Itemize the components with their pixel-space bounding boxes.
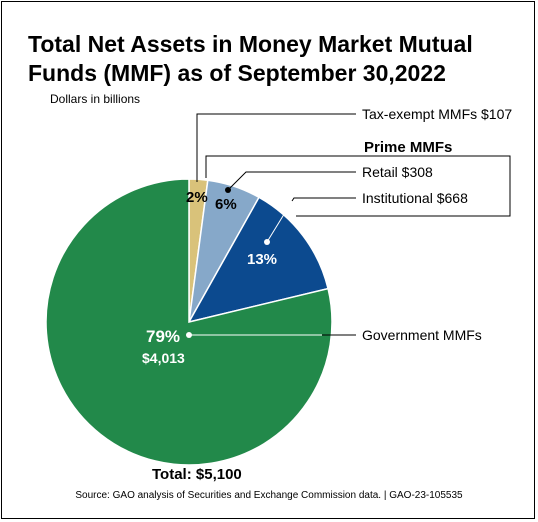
pct-government: 79%	[146, 327, 180, 346]
institutional-leader-line-outer	[291, 197, 356, 202]
chart-title: Total Net Assets in Money Market Mutual …	[28, 30, 528, 88]
units-label: Dollars in billions	[50, 92, 141, 106]
pct-tax-exempt: 2%	[186, 189, 208, 206]
government-leader-dot	[186, 332, 192, 338]
institutional-leader-dot	[264, 239, 270, 245]
tax-exempt-leader-line	[196, 113, 356, 182]
total-label: Total: $5,100	[152, 466, 242, 483]
label-tax-exempt: Tax-exempt MMFs $107	[362, 106, 512, 122]
pie-slices	[45, 178, 333, 466]
pct-retail: 6%	[215, 196, 237, 213]
retail-leader-dot	[225, 187, 231, 193]
prime-group-bracket	[205, 155, 511, 217]
source-note: Source: GAO analysis of Securities and E…	[75, 490, 463, 501]
label-institutional: Institutional $668	[362, 190, 468, 206]
pct-institutional: 13%	[247, 251, 277, 268]
label-retail: Retail $308	[362, 164, 433, 180]
value-government: $4,013	[142, 350, 185, 366]
slice-institutional	[187, 196, 329, 324]
chart-title-line-2: Funds (MMF) as of September 30,2022	[28, 60, 446, 86]
label-government: Government MMFs	[362, 327, 482, 343]
slice-government	[45, 178, 333, 466]
retail-leader-line	[227, 171, 356, 191]
prime-group-label: Prime MMFs	[364, 139, 452, 156]
chart-title-line-1: Total Net Assets in Money Market Mutual	[28, 31, 473, 57]
